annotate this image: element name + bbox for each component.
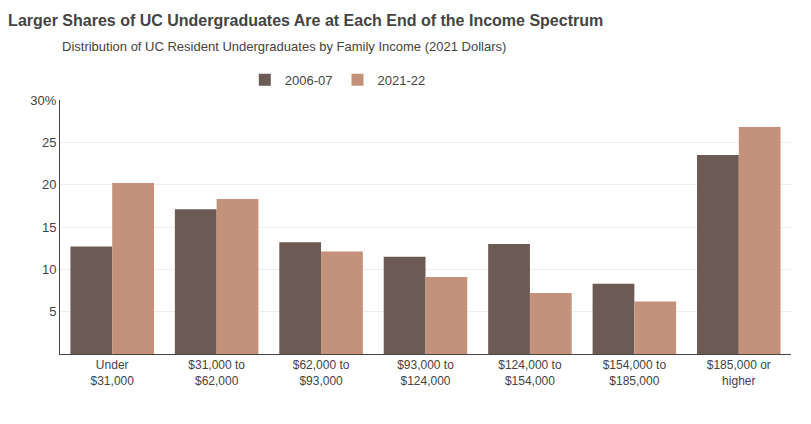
svg-text:Larger Shares of UC Undergradu: Larger Shares of UC Undergraduates Are a… [8, 12, 603, 29]
svg-text:2006-07: 2006-07 [285, 73, 333, 88]
svg-text:Distribution of UC Resident Un: Distribution of UC Resident Undergraduat… [62, 39, 506, 54]
svg-text:$93,000 to$124,000: $93,000 to$124,000 [397, 358, 454, 388]
svg-text:15: 15 [42, 220, 56, 235]
svg-text:$185,000 orhigher: $185,000 orhigher [707, 358, 771, 388]
svg-text:$154,000 to$185,000: $154,000 to$185,000 [603, 358, 667, 388]
svg-text:5: 5 [49, 304, 56, 319]
svg-text:25: 25 [42, 135, 56, 150]
svg-text:30%: 30% [30, 93, 56, 108]
svg-text:Under$31,000: Under$31,000 [91, 358, 135, 388]
svg-text:20: 20 [42, 177, 56, 192]
svg-text:2021-22: 2021-22 [377, 73, 425, 88]
svg-text:$62,000 to$93,000: $62,000 to$93,000 [293, 358, 350, 388]
svg-text:$31,000 to$62,000: $31,000 to$62,000 [188, 358, 245, 388]
svg-text:$124,000 to$154,000: $124,000 to$154,000 [498, 358, 562, 388]
svg-text:10: 10 [42, 262, 56, 277]
